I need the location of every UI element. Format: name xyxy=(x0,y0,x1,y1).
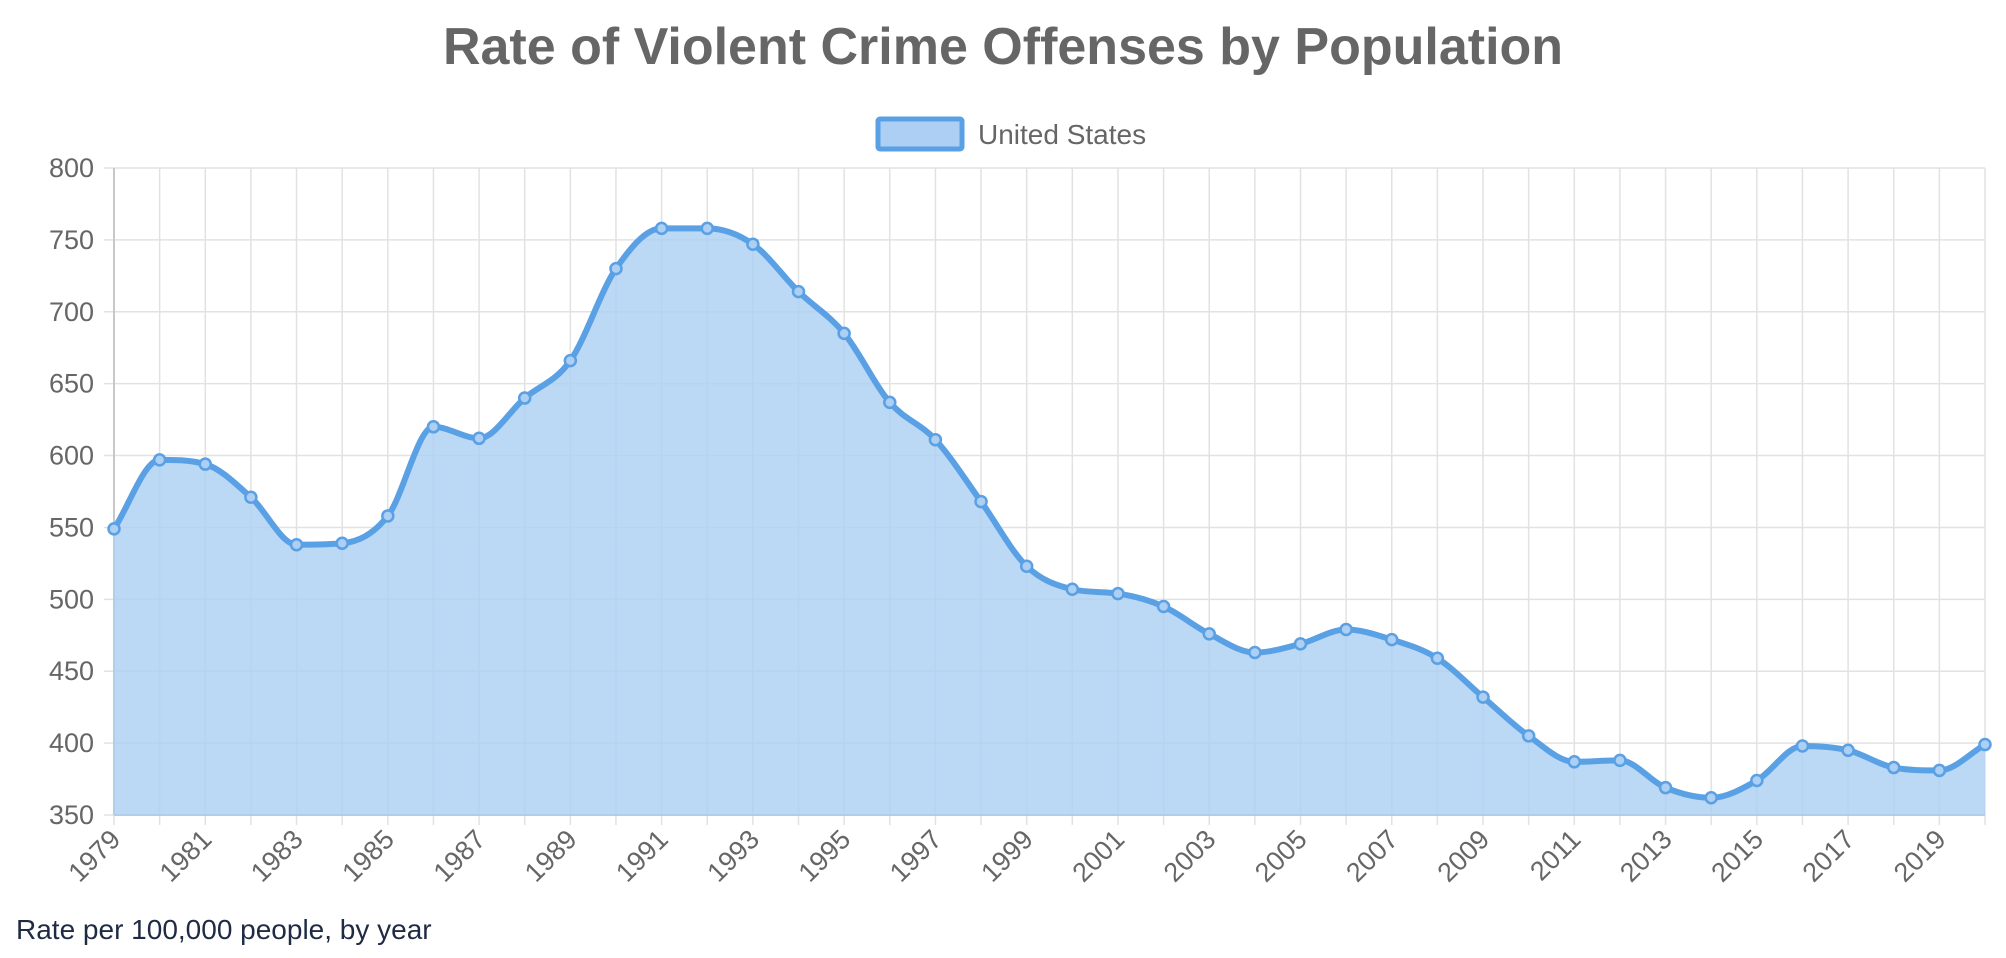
data-point[interactable] xyxy=(791,284,806,299)
data-point[interactable] xyxy=(1978,737,1992,752)
legend[interactable]: United States xyxy=(875,116,1146,152)
data-point[interactable] xyxy=(1339,622,1353,637)
data-point[interactable] xyxy=(1248,645,1262,660)
y-tick-label: 350 xyxy=(49,800,94,830)
x-tick-label: 1981 xyxy=(154,824,218,888)
data-point[interactable] xyxy=(609,261,623,276)
legend-swatch[interactable] xyxy=(875,116,965,152)
x-tick-label: 2013 xyxy=(1614,824,1678,888)
data-point[interactable] xyxy=(1841,743,1855,758)
x-tick-label: 2011 xyxy=(1524,824,1586,886)
x-tick-label: 1979 xyxy=(63,824,127,888)
x-tick-label: 1999 xyxy=(975,824,1039,888)
data-point[interactable] xyxy=(1476,690,1490,704)
data-point[interactable] xyxy=(1521,729,1536,743)
x-tick-label: 2007 xyxy=(1340,824,1404,888)
y-tick-label: 600 xyxy=(49,441,94,471)
data-point[interactable] xyxy=(1065,582,1080,597)
y-tick-label: 400 xyxy=(49,728,94,758)
data-point[interactable] xyxy=(1704,790,1718,805)
data-point[interactable] xyxy=(1750,773,1764,788)
y-tick-label: 650 xyxy=(49,369,94,399)
y-tick-label: 750 xyxy=(49,225,94,255)
data-point[interactable] xyxy=(746,237,760,251)
x-tick-label: 2015 xyxy=(1705,824,1769,888)
x-tick-label: 1983 xyxy=(245,824,309,888)
data-point[interactable] xyxy=(837,326,851,341)
x-tick-label: 1995 xyxy=(793,824,857,888)
data-point[interactable] xyxy=(1019,559,1034,574)
x-tick-label: 1989 xyxy=(519,824,583,888)
y-tick-label: 700 xyxy=(49,297,94,327)
y-axis: 350 400 450 500 550 600 650 700 750 800 xyxy=(49,153,94,830)
x-tick-label: 2003 xyxy=(1158,824,1222,888)
data-point[interactable] xyxy=(289,537,304,552)
data-point[interactable] xyxy=(472,431,486,446)
data-point[interactable] xyxy=(1932,763,1947,778)
legend-label[interactable]: United States xyxy=(978,119,1146,150)
data-point[interactable] xyxy=(1385,632,1399,647)
data-point[interactable] xyxy=(1658,780,1673,795)
data-point[interactable] xyxy=(1795,739,1810,753)
y-tick-label: 800 xyxy=(49,153,94,183)
data-point[interactable] xyxy=(700,221,714,236)
data-point[interactable] xyxy=(563,353,578,368)
data-point[interactable] xyxy=(335,536,349,551)
x-tick-label: 1985 xyxy=(336,824,400,888)
x-tick-label: 2019 xyxy=(1888,824,1952,888)
data-point[interactable] xyxy=(883,395,897,410)
x-tick-label: 2001 xyxy=(1066,824,1130,888)
x-tick-label: 2005 xyxy=(1249,824,1313,888)
x-tick-label: 1987 xyxy=(428,824,492,888)
data-point[interactable] xyxy=(1430,651,1445,666)
series-area xyxy=(114,228,1985,815)
data-points xyxy=(107,221,1992,805)
y-tick-label: 500 xyxy=(49,584,94,614)
data-point[interactable] xyxy=(654,221,669,236)
data-point[interactable] xyxy=(928,432,943,447)
data-point[interactable] xyxy=(1111,586,1125,601)
data-point[interactable] xyxy=(974,494,988,509)
series-area-fill xyxy=(114,228,1985,815)
data-point[interactable] xyxy=(1202,627,1216,641)
chart-caption: Rate per 100,000 people, by year xyxy=(16,914,432,945)
y-tick-label: 450 xyxy=(49,656,94,686)
data-point[interactable] xyxy=(426,420,441,434)
x-tick-label: 2017 xyxy=(1797,824,1861,888)
data-point[interactable] xyxy=(107,522,121,536)
x-tick-label: 2009 xyxy=(1432,824,1496,888)
data-point[interactable] xyxy=(152,453,167,467)
data-point[interactable] xyxy=(1293,637,1308,651)
x-tick-label: 1997 xyxy=(884,824,948,888)
data-point[interactable] xyxy=(1886,760,1901,775)
y-tick-label: 550 xyxy=(49,512,94,542)
chart-title: Rate of Violent Crime Offenses by Popula… xyxy=(443,18,1563,76)
x-axis: 1979 1981 1983 1985 1987 1989 1991 1993 1995 1997… xyxy=(63,824,1952,888)
data-point[interactable] xyxy=(1156,599,1171,614)
x-tick-label: 1991 xyxy=(610,824,674,888)
data-point[interactable] xyxy=(198,457,213,471)
data-point[interactable] xyxy=(517,391,532,405)
x-tick-label: 1993 xyxy=(701,824,765,888)
data-point[interactable] xyxy=(381,509,395,523)
data-point[interactable] xyxy=(244,490,258,505)
data-point[interactable] xyxy=(1567,755,1582,769)
data-point[interactable] xyxy=(1613,753,1627,768)
